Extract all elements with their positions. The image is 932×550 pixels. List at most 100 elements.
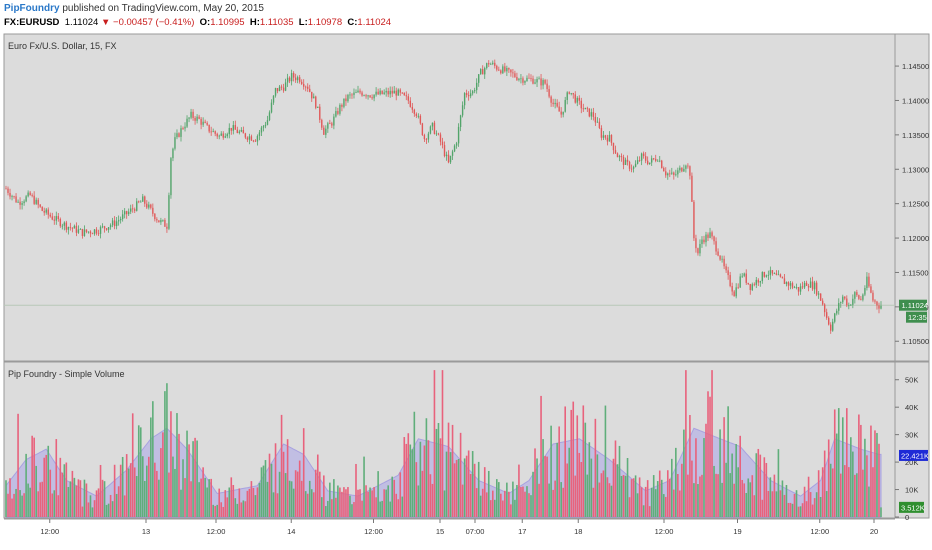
volume-bar [854, 474, 856, 517]
volume-bar [620, 475, 623, 517]
candle [763, 271, 766, 278]
volume-bar [683, 429, 685, 517]
volume-bar [725, 462, 727, 517]
volume-bar [427, 440, 430, 517]
candle [872, 290, 874, 303]
volume-bar [465, 455, 468, 517]
volume-bar [162, 432, 164, 517]
volume-bar [787, 502, 790, 517]
volume-bar [759, 454, 762, 517]
candle [644, 152, 647, 164]
candle [854, 291, 856, 304]
volume-badge: 3.512K [899, 501, 925, 513]
candle [844, 296, 846, 301]
volume-bar [115, 493, 118, 517]
candle [425, 138, 428, 145]
candle [514, 70, 516, 79]
candle [254, 139, 257, 142]
volume-bar [379, 501, 381, 517]
volume-bar [477, 461, 480, 517]
volume-bar [735, 444, 737, 517]
candle [612, 142, 615, 155]
volume-bar [208, 479, 210, 517]
candle [683, 164, 685, 173]
candle [459, 114, 462, 132]
volume-bar [77, 479, 80, 517]
volume-bar [312, 492, 315, 517]
last-price-badge-label: 1.11024 [902, 301, 929, 310]
price-panel[interactable] [3, 33, 896, 362]
candle [144, 195, 146, 207]
candle [79, 228, 82, 230]
candle [349, 91, 351, 99]
volume-bar [747, 478, 750, 517]
candle [679, 165, 681, 173]
volume-axis[interactable] [894, 361, 930, 519]
candle [846, 295, 848, 308]
volume-bar [664, 496, 667, 517]
candle [608, 131, 611, 142]
volume-bar [864, 438, 866, 517]
candle [13, 195, 15, 199]
volume-bar [650, 487, 653, 517]
volume-bar [286, 439, 289, 517]
volume-bar [769, 477, 772, 517]
candle [783, 274, 786, 285]
candle [520, 73, 522, 84]
candle [188, 117, 190, 123]
volume-bar [143, 480, 146, 517]
candle [317, 106, 319, 109]
candle [111, 217, 114, 228]
candle [23, 199, 25, 206]
candle [65, 220, 68, 233]
candle [194, 116, 196, 125]
volume-bar [580, 461, 583, 517]
time-axis[interactable] [4, 519, 895, 539]
volume-bar [310, 489, 313, 517]
volume-bar [467, 450, 470, 517]
volume-bar [389, 501, 391, 517]
volume-bar [693, 483, 695, 517]
price-panel-title: Euro Fx/U.S. Dollar, 15, FX [8, 41, 117, 51]
volume-bar [224, 490, 227, 517]
volume-bar [327, 500, 329, 517]
candle [61, 223, 64, 230]
candle [542, 78, 544, 90]
change-value: ▼ −0.00457 (−0.41%) [100, 17, 195, 28]
volume-bar [560, 482, 562, 517]
candle [69, 222, 72, 231]
volume-bar [373, 487, 375, 517]
volume-bar [186, 430, 188, 517]
volume-bar [841, 417, 844, 517]
volume-bar [815, 492, 818, 517]
low-value: 1.10978 [307, 17, 343, 28]
volume-bar [500, 493, 502, 517]
volume-bar [121, 456, 124, 517]
candle [457, 123, 460, 147]
candle [878, 302, 880, 314]
candle [811, 276, 814, 291]
symbol-label[interactable]: FX:EURUSD [4, 17, 60, 28]
candle [337, 107, 339, 116]
author-link[interactable]: PipFoundry [4, 3, 60, 14]
volume-bar [51, 493, 54, 517]
volume-bar [355, 463, 357, 517]
volume-bar [405, 443, 408, 517]
volume-bar [459, 432, 462, 517]
volume-bar [337, 485, 339, 517]
candle [868, 272, 870, 288]
volume-bar [781, 480, 784, 517]
candle [288, 76, 291, 84]
candle [379, 88, 381, 96]
volume-bar [111, 501, 114, 517]
candle [834, 312, 836, 324]
volume-bar [156, 470, 158, 517]
candle [280, 84, 283, 91]
candle [596, 117, 599, 123]
volume-bar [443, 490, 446, 517]
candle [252, 139, 255, 143]
candle [622, 154, 625, 170]
time-tick-label: 13 [142, 527, 150, 536]
candle [119, 216, 122, 224]
